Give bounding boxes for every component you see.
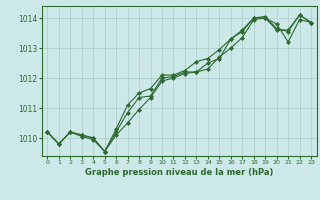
X-axis label: Graphe pression niveau de la mer (hPa): Graphe pression niveau de la mer (hPa) [85,168,273,177]
